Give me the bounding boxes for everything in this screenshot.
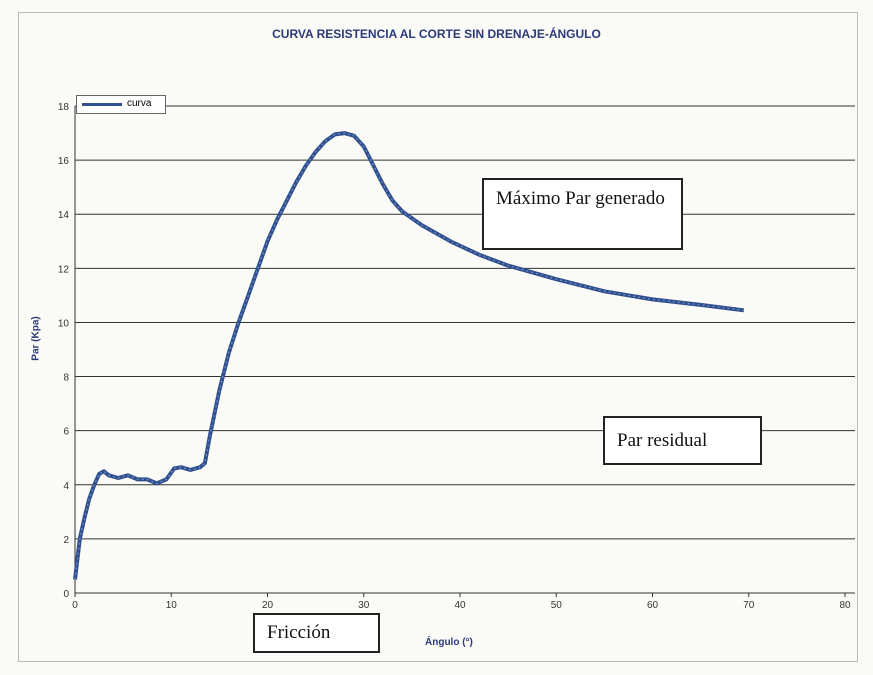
legend: curva — [76, 95, 166, 114]
y-tick-label: 10 — [58, 318, 70, 329]
y-tick-label: 14 — [58, 210, 70, 221]
y-tick-label: 16 — [58, 156, 70, 167]
x-tick-label: 40 — [454, 600, 466, 611]
x-tick-label: 10 — [166, 600, 178, 611]
legend-swatch — [82, 103, 122, 106]
y-tick-label: 4 — [63, 481, 69, 492]
legend-label: curva — [127, 98, 152, 109]
y-tick-label: 12 — [58, 264, 70, 275]
series-texture — [74, 132, 744, 580]
chart-frame — [18, 12, 858, 662]
x-tick-label: 60 — [647, 600, 659, 611]
y-tick-label: 2 — [63, 535, 69, 546]
x-axis-label: Ángulo (°) — [425, 637, 473, 648]
annotation-max: Máximo Par generado — [482, 178, 683, 250]
y-tick-label: 8 — [63, 373, 69, 384]
y-tick-label: 18 — [58, 102, 70, 113]
x-tick-label: 80 — [839, 600, 851, 611]
y-axis-label: Par (Kpa) — [30, 316, 42, 361]
y-tick-label: 6 — [63, 427, 69, 438]
x-tick-label: 0 — [72, 600, 78, 611]
annotation-friction: Fricción — [253, 613, 380, 653]
x-tick-label: 30 — [358, 600, 370, 611]
chart-title: CURVA RESISTENCIA AL CORTE SIN DRENAJE-Á… — [272, 27, 601, 41]
y-tick-label: 0 — [63, 589, 69, 600]
x-tick-label: 20 — [262, 600, 274, 611]
x-tick-label: 70 — [743, 600, 755, 611]
annotation-residual: Par residual — [603, 416, 762, 465]
x-tick-label: 50 — [551, 600, 563, 611]
